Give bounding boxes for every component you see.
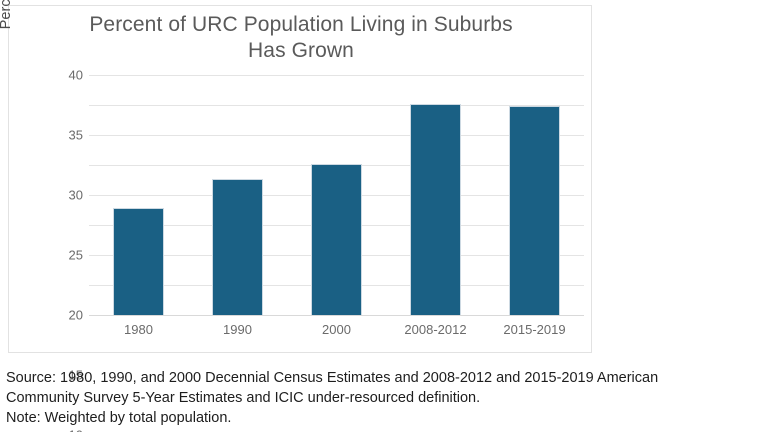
x-axis-tick-label: 2015-2019 xyxy=(503,322,566,337)
bar xyxy=(311,163,362,315)
chart-title-line-2: Has Grown xyxy=(248,39,354,62)
y-axis-tick-label: 10 xyxy=(43,428,83,432)
gridline: 35 xyxy=(69,105,584,143)
y-axis-tick-label: 25 xyxy=(68,247,83,263)
y-axis-tick-label: 20 xyxy=(68,307,83,323)
gridline: 40 xyxy=(69,68,584,83)
footnote: Source: 1980, 1990, and 2000 Decennial C… xyxy=(6,368,762,428)
footnote-line-1: Source: 1980, 1990, and 2000 Decennial C… xyxy=(6,370,659,386)
y-axis-tick-label: 15 xyxy=(68,367,83,383)
bar-series xyxy=(89,75,584,315)
x-axis-tick-label: 1990 xyxy=(223,322,252,337)
footnote-line-2: Community Survey 5-Year Estimates and IC… xyxy=(6,390,481,406)
chart-title: Percent of URC Population Living in Subu… xyxy=(49,12,553,64)
plot-area: 4035302520151050 1980199020002008-201220… xyxy=(69,68,584,432)
y-axis-tick-label: 35 xyxy=(68,127,83,143)
x-axis-tick-label: 1980 xyxy=(124,322,153,337)
gridline: 30 xyxy=(69,135,584,203)
chart-frame: Percent of URC Population Living in Subu… xyxy=(0,0,592,432)
footnote-line-3: Note: Weighted by total population. xyxy=(6,410,232,426)
bar xyxy=(410,103,461,315)
bar xyxy=(212,178,263,315)
bar xyxy=(509,105,560,315)
bar xyxy=(113,208,164,315)
y-axis-tick-label: 30 xyxy=(68,187,83,203)
x-axis-tick-label: 2008-2012 xyxy=(404,322,467,337)
x-axis-tick-label: 2000 xyxy=(322,322,351,337)
plot-inner: 4035302520151050 xyxy=(69,68,584,432)
y-axis-title: Percent of URC population living in subu… xyxy=(0,0,35,58)
chart-title-line-1: Percent of URC Population Living in Subu… xyxy=(89,13,513,36)
y-axis-title-line-1: Percent of URC population xyxy=(0,0,14,29)
gridline: 0 xyxy=(89,315,584,316)
y-axis-tick-label: 40 xyxy=(68,67,83,83)
